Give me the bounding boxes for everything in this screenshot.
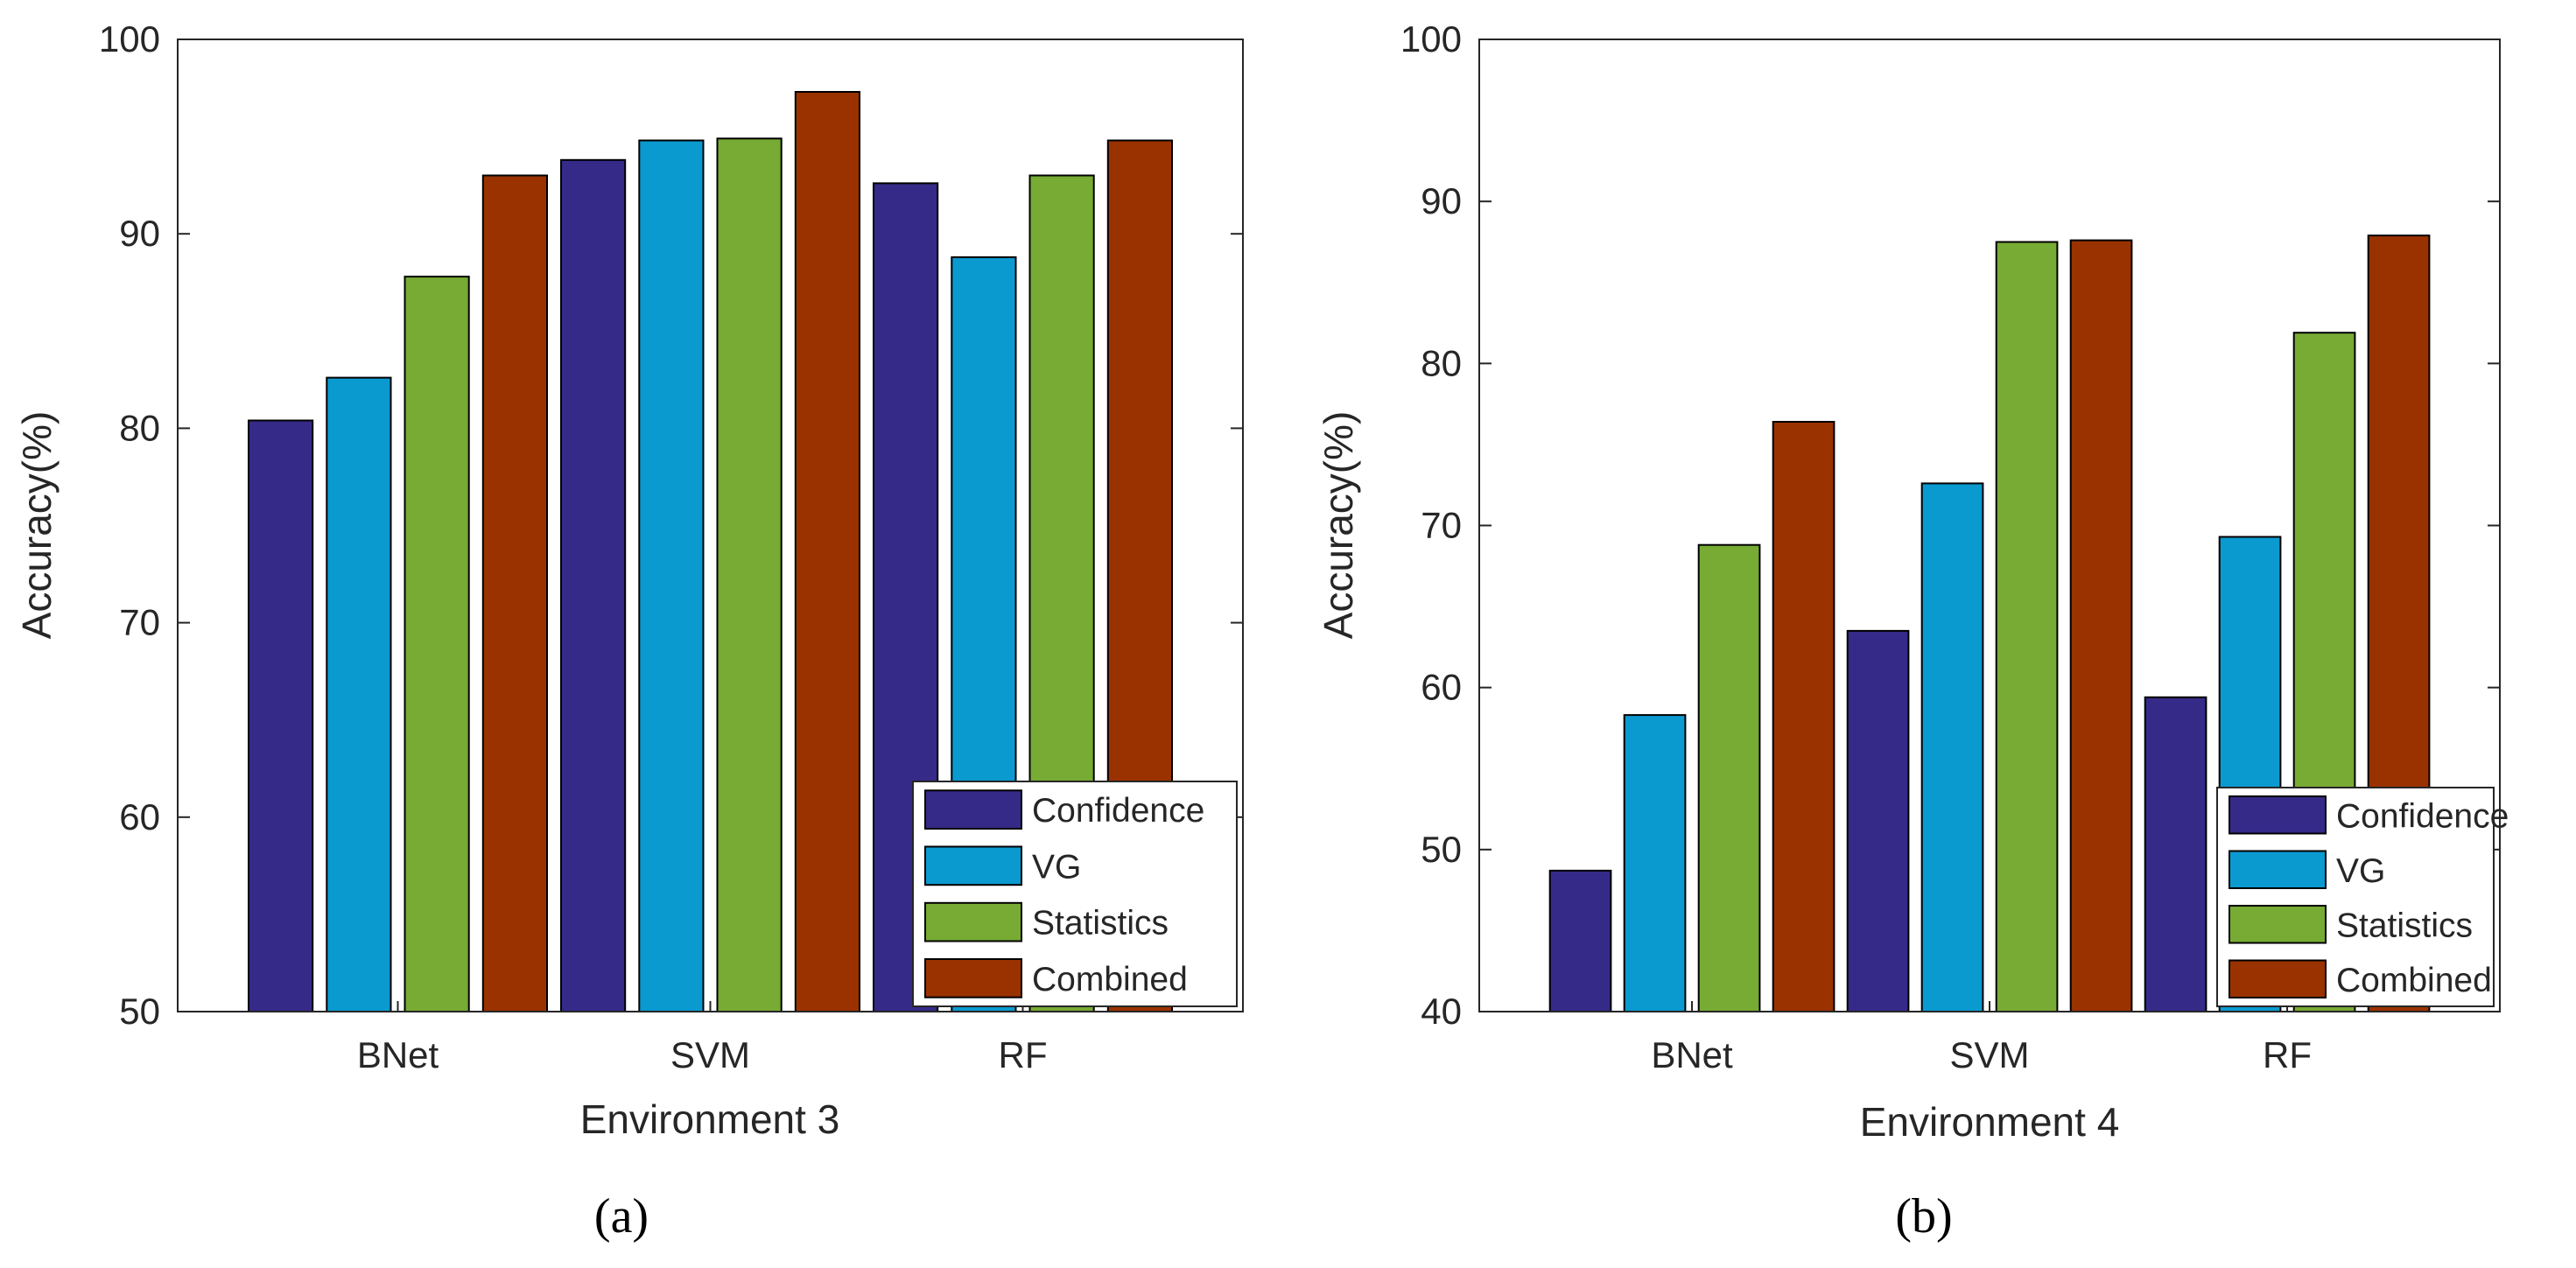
y-ticks-b: 40 50 60 70 80 90 100 [1400, 18, 2500, 1032]
legend-label-statistics: Statistics [1032, 905, 1169, 942]
y-tick-label-70: 70 [1421, 505, 1462, 546]
bar-svm-confidence [1846, 629, 1910, 1013]
y-tick-label-100: 100 [99, 18, 160, 60]
y-tick-label-40: 40 [1421, 991, 1462, 1032]
y-tick-label-80: 80 [1421, 342, 1462, 383]
panel-caption-b: (b) [1895, 1189, 1952, 1243]
bar-svm-vg [1920, 482, 1984, 1012]
legend-label-confidence: Confidence [2336, 797, 2509, 835]
y-tick-label-60: 60 [119, 796, 160, 837]
y-tick-label-70: 70 [119, 602, 160, 643]
bar-rf-confidence [2144, 696, 2207, 1012]
x-tick-label-svm: SVM [670, 1034, 750, 1075]
legend-label-combined: Combined [2336, 962, 2492, 999]
legend-swatch-vg [2229, 850, 2327, 889]
bar-bnet-confidence [1548, 869, 1612, 1013]
legend-swatch-combined [2229, 959, 2327, 998]
legend-swatch-vg [924, 845, 1022, 886]
bar-svm-confidence [560, 158, 627, 1013]
legend-label-combined: Combined [1032, 961, 1188, 998]
legend-swatch-confidence [924, 789, 1022, 830]
x-tick-label-rf: RF [999, 1034, 1048, 1075]
bar-bnet-combined [1772, 421, 1835, 1012]
bar-svm-statistics [1995, 241, 2059, 1012]
y-tick-label-60: 60 [1421, 667, 1462, 708]
x-ticks-b: BNet SVM RF [1651, 1001, 2312, 1075]
panel-a: 50 60 70 80 90 100 BNet SVM RF Accuracy(%) Envi… [14, 18, 1244, 1243]
y-axis-title-b: Accuracy(%) [1316, 411, 1361, 640]
bars-b [1548, 235, 2431, 1013]
x-ticks-a: BNet SVM RF [357, 1001, 1048, 1075]
x-tick-label-rf: RF [2263, 1034, 2312, 1075]
x-tick-label-svm: SVM [1949, 1034, 2029, 1075]
legend-label-statistics: Statistics [2336, 907, 2473, 944]
panel-b: 40 50 60 70 80 90 100 BNet SVM RF Accuracy(%) En… [1316, 18, 2509, 1243]
bar-svm-combined [2069, 239, 2133, 1013]
y-ticks-a: 50 60 70 80 90 100 [99, 18, 1243, 1032]
legend-swatch-statistics [2229, 905, 2327, 944]
bar-bnet-statistics [1697, 543, 1761, 1012]
legend-swatch-confidence [2229, 795, 2327, 835]
bar-svm-statistics [716, 137, 783, 1013]
bars-a [248, 91, 1174, 1013]
legend-label-confidence: Confidence [1032, 792, 1204, 830]
bar-svm-combined [794, 91, 860, 1012]
bar-bnet-confidence [248, 419, 314, 1012]
legend-a: Confidence VG Statistics Combined [912, 781, 1238, 1007]
bar-bnet-vg [1623, 714, 1687, 1012]
bar-bnet-vg [326, 376, 392, 1013]
y-tick-label-50: 50 [1421, 829, 1462, 870]
y-tick-label-90: 90 [119, 213, 160, 254]
legend-b: Confidence VG Statistics Combined [2216, 787, 2509, 1007]
y-tick-label-50: 50 [119, 991, 160, 1032]
panel-caption-a: (a) [594, 1189, 649, 1243]
legend-swatch-combined [924, 958, 1022, 998]
legend-label-vg: VG [2336, 852, 2385, 890]
bar-svm-vg [638, 139, 705, 1012]
bar-bnet-combined [481, 174, 548, 1012]
x-axis-title-a: Environment 3 [580, 1096, 840, 1142]
bar-bnet-statistics [404, 276, 470, 1013]
legend-swatch-statistics [924, 901, 1022, 942]
y-tick-label-100: 100 [1400, 18, 1462, 60]
x-tick-label-bnet: BNet [357, 1034, 439, 1075]
y-axis-title-a: Accuracy(%) [14, 411, 60, 640]
x-axis-title-b: Environment 4 [1860, 1099, 2120, 1145]
y-tick-label-90: 90 [1421, 180, 1462, 221]
x-tick-label-bnet: BNet [1651, 1034, 1733, 1075]
legend-label-vg: VG [1032, 848, 1081, 886]
bar-rf-confidence [873, 182, 939, 1012]
y-tick-label-80: 80 [119, 407, 160, 448]
